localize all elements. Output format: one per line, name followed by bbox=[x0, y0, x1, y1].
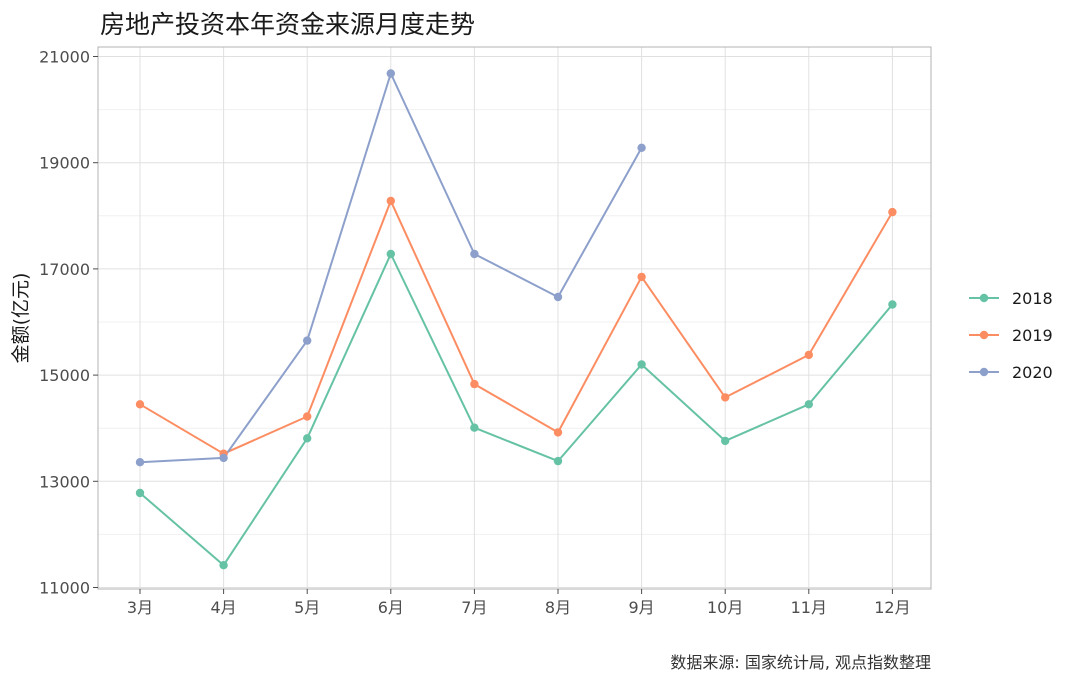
data-point-2019 bbox=[470, 379, 479, 389]
x-tick-label: 9月 bbox=[629, 598, 655, 617]
legend-key-point-2018 bbox=[979, 293, 989, 303]
data-point-2020 bbox=[553, 292, 563, 302]
x-tick-label: 3月 bbox=[127, 598, 153, 617]
data-point-2018 bbox=[721, 436, 730, 446]
y-tick-label: 17000 bbox=[39, 260, 90, 279]
data-point-2019 bbox=[721, 393, 730, 402]
data-point-2020 bbox=[303, 336, 312, 345]
x-tick-label: 5月 bbox=[294, 598, 320, 617]
axis-ticks: 11000 13000 15000 17000 19000 21000 3月 4月 5月 6月 7月… bbox=[39, 48, 910, 618]
legend-key-point-2020 bbox=[979, 367, 989, 377]
x-tick-label: 10月 bbox=[707, 598, 743, 617]
legend-key-point-2019 bbox=[979, 330, 989, 340]
series-line-2018 bbox=[139, 253, 894, 567]
y-tick-label: 11000 bbox=[39, 579, 90, 598]
data-point-2018 bbox=[888, 300, 897, 309]
data-point-2020 bbox=[386, 69, 395, 78]
legend-label-2019: 2019 bbox=[1012, 326, 1053, 345]
data-point-2018 bbox=[219, 561, 228, 570]
data-point-2018 bbox=[386, 249, 395, 259]
x-tick-label: 8月 bbox=[545, 598, 571, 617]
data-point-2019 bbox=[804, 350, 813, 360]
x-tick-label: 12月 bbox=[874, 598, 910, 617]
data-point-2019 bbox=[386, 196, 395, 206]
data-point-2018 bbox=[470, 423, 479, 432]
y-axis-label: 金额(亿元) bbox=[10, 273, 32, 364]
series-line-2019 bbox=[139, 199, 894, 455]
data-point-2019 bbox=[303, 412, 312, 421]
data-point-2018 bbox=[303, 434, 312, 443]
data-point-2020 bbox=[470, 249, 479, 259]
legend-label-2020: 2020 bbox=[1012, 363, 1053, 382]
plot-panel-border bbox=[97, 46, 932, 590]
x-tick-label: 7月 bbox=[461, 598, 487, 617]
data-point-2018 bbox=[553, 456, 563, 466]
data-point-2019 bbox=[888, 207, 897, 217]
y-tick-label: 13000 bbox=[39, 472, 90, 491]
data-point-2020 bbox=[135, 458, 145, 467]
series-lines bbox=[139, 72, 894, 567]
y-tick-label: 15000 bbox=[39, 366, 90, 385]
data-point-2019 bbox=[553, 428, 563, 437]
x-tick-label: 4月 bbox=[211, 598, 237, 617]
grid bbox=[98, 47, 931, 589]
x-tick-label: 11月 bbox=[791, 598, 827, 617]
x-tick-label: 6月 bbox=[378, 598, 404, 617]
series-points bbox=[135, 69, 897, 570]
data-point-2018 bbox=[135, 488, 145, 498]
data-point-2020 bbox=[219, 453, 228, 463]
data-point-2018 bbox=[804, 400, 813, 409]
data-point-2020 bbox=[637, 143, 646, 152]
data-point-2018 bbox=[637, 360, 646, 369]
data-point-2019 bbox=[637, 272, 646, 282]
y-tick-label: 21000 bbox=[39, 48, 90, 67]
legend-label-2018: 2018 bbox=[1012, 289, 1053, 308]
y-tick-label: 19000 bbox=[39, 154, 90, 173]
legend: 2018 2019 2020 bbox=[969, 289, 1053, 382]
data-point-2019 bbox=[135, 400, 145, 409]
chart-caption: 数据来源: 国家统计局, 观点指数整理 bbox=[670, 653, 931, 672]
chart-title: 房地产投资本年资金来源月度走势 bbox=[100, 10, 475, 39]
